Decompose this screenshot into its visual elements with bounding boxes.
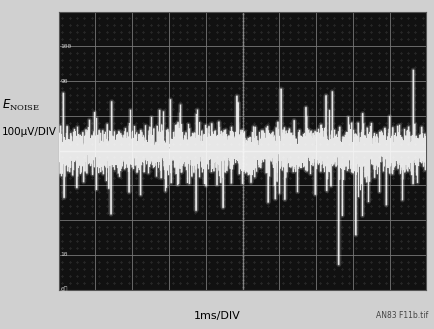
Text: AN83 F11b.tif: AN83 F11b.tif xyxy=(375,311,427,320)
Text: 90: 90 xyxy=(60,79,68,84)
Text: 100: 100 xyxy=(60,44,72,49)
Text: $\mathit{E}_{\mathregular{NOISE}}$: $\mathit{E}_{\mathregular{NOISE}}$ xyxy=(2,98,39,113)
Text: 0ᵠ: 0ᵠ xyxy=(60,287,68,292)
Text: 100μV/DIV: 100μV/DIV xyxy=(2,127,57,137)
Text: 10: 10 xyxy=(60,252,68,257)
Text: 1ms/DIV: 1ms/DIV xyxy=(194,311,240,321)
